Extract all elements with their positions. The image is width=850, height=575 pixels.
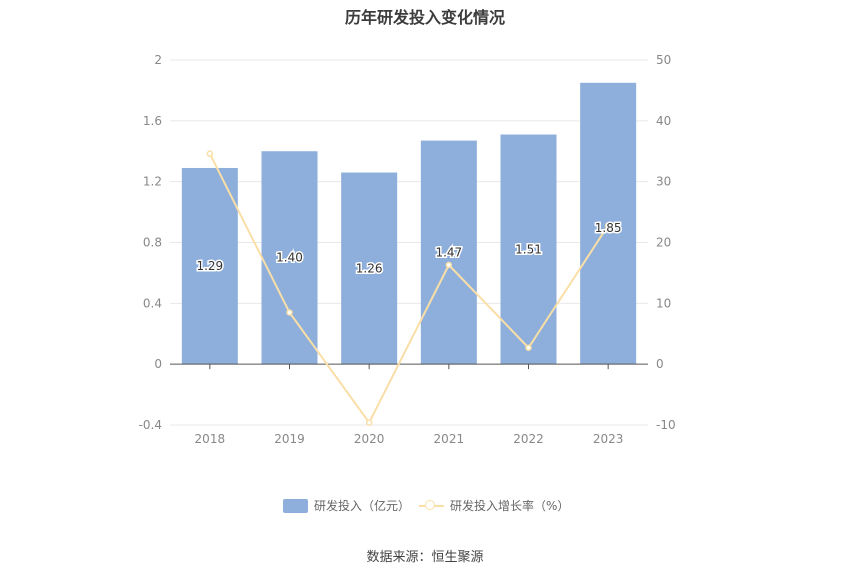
bar <box>341 172 398 365</box>
bar <box>181 167 238 365</box>
y-right-tick-label: 40 <box>656 114 671 128</box>
y-right-tick-label: 20 <box>656 236 671 250</box>
chart-plot: 2 1.6 1.2 0.8 0.4 0 -0.4 50 40 30 20 10 0 -10 2018 2019… <box>139 53 676 446</box>
x-tick-label: 2018 <box>195 432 226 446</box>
y-right-tick-label: 10 <box>656 296 671 310</box>
bar-data-label: 1.29 <box>196 259 223 273</box>
growth-point <box>365 419 373 426</box>
x-tick-label: 2020 <box>354 432 385 446</box>
growth-point <box>286 309 293 316</box>
legend-line-swatch <box>419 499 444 513</box>
bar-data-label: 1.85 <box>595 221 622 235</box>
bar-data-label: 1.26 <box>356 261 383 275</box>
y-right-tick-label: 50 <box>656 53 671 67</box>
x-tick-label: 2019 <box>274 432 305 446</box>
y-left-tick-label: -0.4 <box>139 418 162 432</box>
y-right-tick-label: 30 <box>656 175 671 189</box>
growth-point <box>445 261 453 269</box>
data-source: 数据来源：恒生聚源 <box>366 550 484 565</box>
x-tick-label: 2022 <box>513 432 544 446</box>
y-left-tick-label: 2 <box>154 53 162 67</box>
y-right-tick-label: -10 <box>656 418 676 432</box>
chart-title: 历年研发投入变化情况 <box>344 8 505 27</box>
y-left-tick-label: 1.2 <box>143 175 162 189</box>
growth-line <box>208 153 610 425</box>
legend-bar-label: 研发投入（亿元） <box>314 499 411 513</box>
x-tick-label: 2023 <box>593 432 624 446</box>
bar-data-label: 1.40 <box>276 251 303 265</box>
x-tick-label: 2021 <box>434 432 465 446</box>
bar-data-label: 1.47 <box>435 245 462 259</box>
growth-point <box>525 344 532 351</box>
y-left-tick-label: 0.8 <box>143 236 162 250</box>
y-right-tick-label: 0 <box>656 357 664 371</box>
legend-bar-swatch <box>283 498 308 513</box>
bar <box>500 134 557 365</box>
legend-item-line[interactable]: 研发投入增长率（%） <box>419 497 569 514</box>
legend-item-bar[interactable]: 研发投入（亿元） <box>283 497 410 514</box>
y-left-tick-label: 1.6 <box>143 114 162 128</box>
growth-point <box>604 222 612 229</box>
growth-point <box>206 150 214 157</box>
bar-data-label: 1.51 <box>515 242 542 256</box>
legend-line-label: 研发投入增长率（%） <box>450 499 570 513</box>
bar <box>420 140 477 365</box>
bar <box>261 151 318 365</box>
chart-legend: 研发投入（亿元） 研发投入增长率（%） <box>0 497 850 515</box>
y-left-tick-label: 0 <box>154 357 162 371</box>
y-left-tick-label: 0.4 <box>143 296 162 310</box>
